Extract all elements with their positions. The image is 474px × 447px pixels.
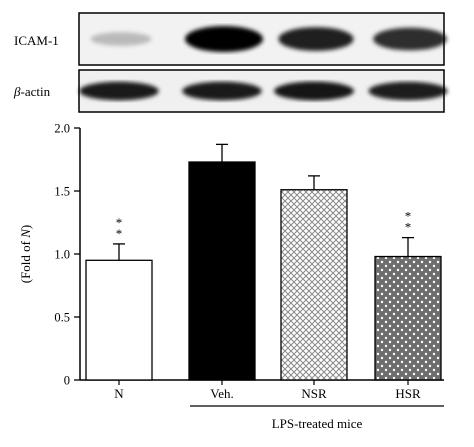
bar-veh (188, 161, 256, 381)
blot-band (373, 27, 447, 51)
x-tick-label: HSR (395, 386, 421, 401)
blot-label-icam1: ICAM-1 (14, 33, 59, 48)
y-axis-label-prefix: (Fold of (18, 238, 33, 284)
y-axis-label: (Fold of N) (18, 225, 33, 284)
bar-chart: 00.51.01.52.0 ** ** N Veh. NSR HSR (Fold of … (18, 122, 444, 431)
blot-label-beta-main: -actin (20, 84, 50, 99)
x-tick-label: NSR (301, 386, 327, 401)
blot-band (79, 81, 159, 101)
bars: ** ** (85, 143, 442, 381)
significance-asterisk: * (116, 226, 123, 241)
blot-band (90, 32, 152, 46)
x-tick-label: Veh. (210, 386, 233, 401)
blot-band (185, 26, 263, 52)
blot-panel-beta-actin: β-actin (13, 69, 448, 113)
significance-asterisk: * (405, 220, 412, 235)
bar-n (85, 259, 153, 381)
significance-mark: ** (405, 209, 412, 235)
y-axis-label-italic: N (18, 228, 33, 239)
blot-bands-beta-actin (79, 81, 448, 101)
y-ticks: 0 0.5 1.0 1.5 2.0 (54, 122, 80, 388)
blot-bands-icam1 (90, 26, 447, 52)
blot-band (182, 81, 262, 101)
blot-panel-icam1: ICAM-1 (14, 12, 447, 66)
significance-asterisk: * (116, 215, 123, 230)
blot-label-beta-prefix: β (13, 84, 21, 99)
y-tick-label: 0.5 (54, 311, 70, 325)
x-tick-labels: N Veh. NSR HSR (114, 380, 421, 401)
y-tick-label: 2.0 (54, 122, 70, 136)
bar-hsr (374, 255, 442, 381)
significance-asterisk: * (405, 209, 412, 224)
blot-label-icam1-main: ICAM-1 (14, 33, 59, 48)
bar-nsr (280, 189, 348, 381)
y-tick-label: 1.0 (54, 248, 70, 262)
blot-band (274, 81, 354, 101)
x-tick-label: N (114, 386, 124, 401)
significance-mark: ** (116, 215, 123, 241)
y-axis-label-suffix: ) (18, 225, 33, 229)
blot-band (278, 27, 354, 51)
y-tick-label: 1.5 (54, 185, 70, 199)
blot-band (368, 81, 448, 101)
group-label: LPS-treated mice (272, 416, 363, 431)
blot-label-beta-actin: β-actin (13, 84, 51, 99)
y-tick-label: 0 (64, 374, 70, 388)
